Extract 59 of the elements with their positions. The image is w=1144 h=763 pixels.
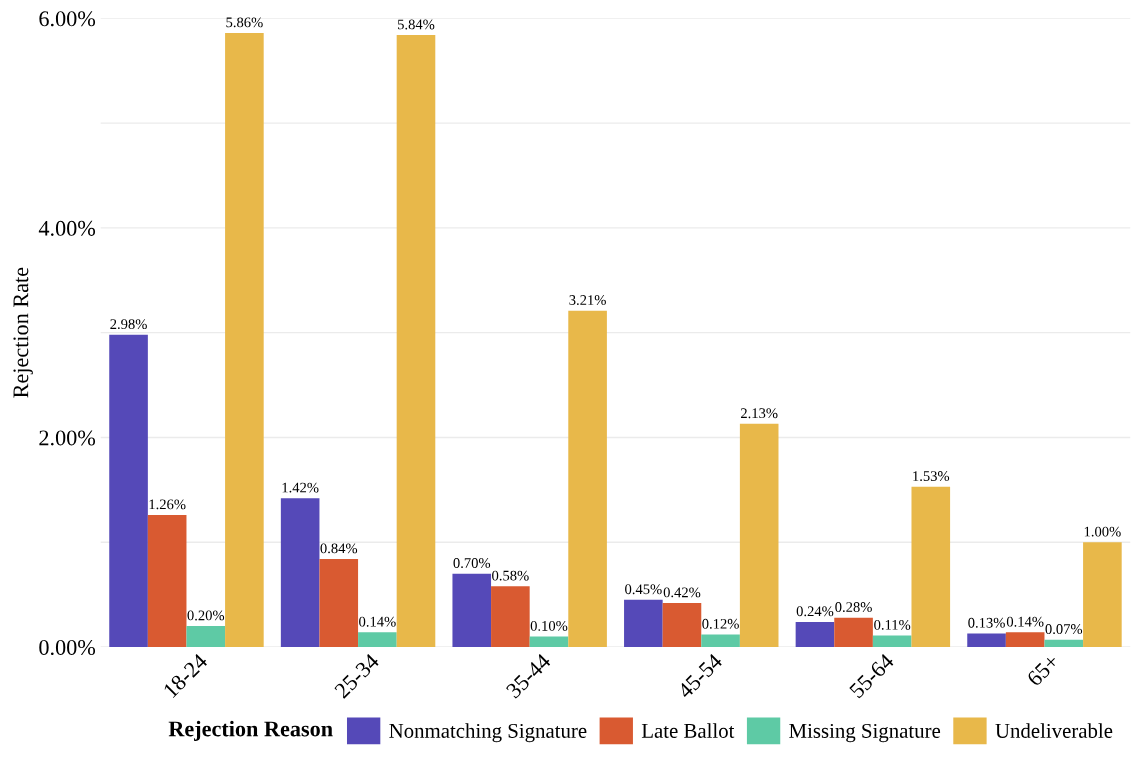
data-label: 0.07% (1045, 624, 1083, 635)
data-label: 1.53% (913, 471, 950, 482)
data-label: 0.13% (968, 617, 1005, 628)
bar (358, 632, 397, 648)
data-label: 1.26% (149, 499, 186, 510)
bar (701, 634, 740, 648)
legend-label: Nonmatching Signature (389, 723, 587, 743)
bar (624, 599, 663, 648)
data-label: 0.14% (359, 616, 396, 627)
data-label: 0.84% (320, 543, 358, 554)
bar (739, 423, 779, 648)
bar (872, 635, 912, 648)
data-label: 0.28% (835, 602, 872, 613)
bar (452, 573, 492, 648)
legend-label: Missing Signature (789, 723, 941, 743)
bar (280, 498, 320, 648)
data-label: 2.98% (110, 319, 147, 330)
bar (662, 603, 702, 648)
data-label: 0.24% (796, 606, 834, 617)
legend-label: Undeliverable (995, 723, 1113, 738)
bar (1044, 639, 1084, 648)
data-label: 1.42% (282, 482, 319, 493)
bar (396, 35, 436, 648)
data-label: 0.45% (625, 584, 662, 595)
data-label: 0.58% (492, 570, 529, 581)
data-label: 0.11% (874, 619, 911, 630)
data-label: 2.13% (740, 408, 778, 419)
bar (568, 310, 607, 648)
bar (911, 486, 951, 648)
data-label: 0.14% (1006, 616, 1044, 627)
data-label: 1.00% (1084, 526, 1121, 537)
x-tick-label: 65+ (1026, 653, 1060, 687)
bar (186, 626, 226, 648)
bar (834, 617, 873, 648)
bar (1083, 542, 1122, 648)
bar (147, 514, 187, 648)
bar (529, 636, 569, 648)
bar (225, 32, 264, 648)
y-tick-label: 0.00% (39, 639, 96, 656)
data-label: 0.20% (187, 610, 225, 621)
y-tick-label: 4.00% (38, 220, 96, 236)
bar (795, 621, 835, 648)
data-label: 0.10% (530, 620, 568, 631)
y-axis-title: Rejection Rate (13, 267, 33, 398)
bar (491, 586, 530, 648)
data-label: 5.84% (398, 19, 435, 30)
y-tick-label: 2.00% (39, 430, 96, 446)
y-tick-label: 6.00% (39, 11, 96, 27)
legend-title: Rejection Reason (168, 720, 333, 741)
bar (319, 559, 359, 648)
data-label: 5.86% (226, 17, 263, 28)
data-label: 0.70% (453, 558, 491, 568)
data-label: 0.12% (702, 618, 739, 629)
legend-label: Late Ballot (641, 723, 735, 738)
data-label: 3.21% (569, 295, 606, 305)
bar (1005, 632, 1045, 648)
bar (967, 633, 1006, 648)
bar (109, 334, 148, 648)
data-label: 0.42% (663, 587, 701, 598)
